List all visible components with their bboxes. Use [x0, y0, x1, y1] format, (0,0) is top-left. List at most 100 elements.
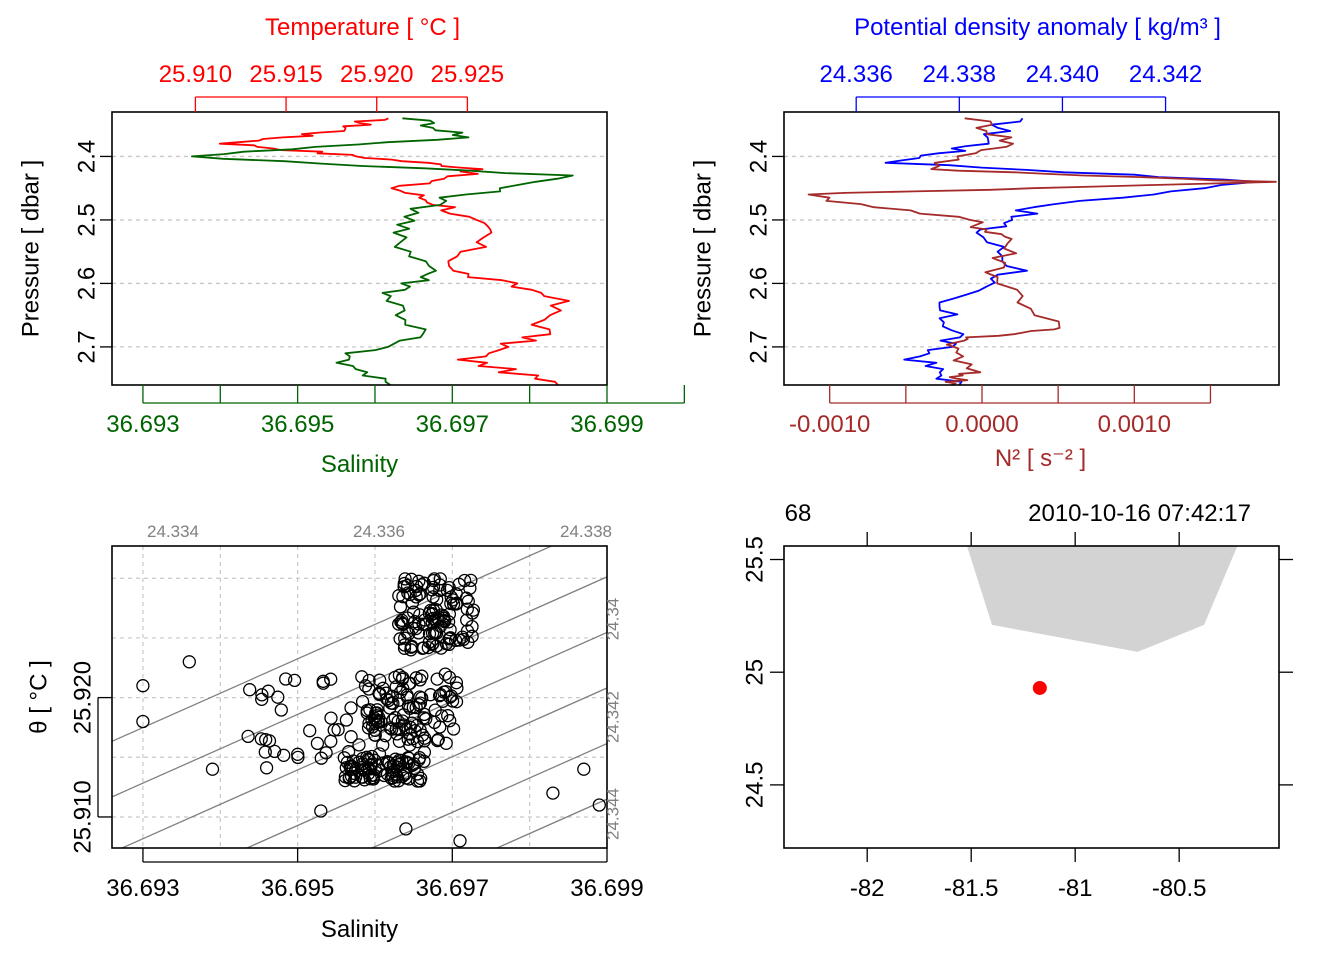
ts-point	[393, 685, 408, 699]
ts-point	[241, 729, 255, 744]
ts-iso-top-2: 24.338	[560, 522, 612, 541]
p2-series-1	[807, 117, 1277, 386]
ts-point	[415, 691, 429, 705]
ts-point	[380, 692, 394, 706]
ts-point	[406, 605, 421, 619]
ts-point	[459, 591, 474, 605]
ts-point	[546, 786, 560, 800]
ts-point	[426, 590, 440, 604]
ts-point	[324, 734, 338, 748]
ts-point	[449, 676, 464, 690]
ts-point	[422, 606, 436, 620]
ts-point	[393, 600, 408, 614]
ts-point	[136, 714, 150, 729]
ts-point	[262, 734, 277, 748]
ts-point	[444, 689, 458, 703]
map-x-tick-label-1: -81.5	[944, 875, 999, 902]
p1-bottom-label: Salinity	[321, 451, 398, 478]
p1-y-tick-label-3: 2.7	[73, 330, 100, 363]
p2-top-tick-label-2: 24.340	[1026, 61, 1099, 88]
ts-point	[395, 616, 409, 631]
ts-y-tick-label-0: 25.910	[69, 780, 96, 853]
ts-point	[362, 753, 376, 767]
ts-point	[261, 684, 275, 698]
p2-top-tick-label-1: 24.338	[923, 61, 996, 88]
ts-point	[303, 724, 317, 738]
ts-point	[383, 760, 398, 774]
ts-point	[417, 754, 431, 768]
ts-point	[360, 706, 374, 720]
ts-iso-top-0: 24.334	[147, 522, 199, 541]
ts-point	[344, 730, 358, 744]
ts-point	[452, 577, 466, 591]
map-y-tick-label-2: 25.5	[741, 536, 768, 583]
ts-point	[438, 667, 452, 681]
p1-series-1	[191, 117, 574, 386]
p1-y-tick-label-0: 2.4	[73, 140, 100, 173]
p1-top-tick-label-1: 25.915	[249, 61, 322, 88]
ts-point	[316, 674, 330, 688]
ts-point	[368, 728, 382, 742]
ts-point	[373, 673, 387, 687]
p1-top-label: Temperature [ °C ]	[265, 14, 460, 41]
ts-point	[376, 738, 390, 752]
ts-point	[385, 722, 399, 736]
ts-point	[437, 614, 452, 629]
ts-point	[427, 715, 442, 730]
ts-point	[388, 670, 402, 685]
ts-x-tick-label-2: 36.697	[416, 875, 489, 902]
ts-point	[453, 834, 467, 848]
p1-frame	[111, 111, 608, 386]
ts-x-tick-label-0: 36.693	[106, 875, 179, 902]
ts-point	[390, 770, 404, 784]
ts-point	[255, 688, 269, 702]
ts-point	[291, 747, 305, 761]
p1-bottom-tick-label-0: 36.693	[106, 411, 179, 438]
ts-point	[277, 748, 291, 762]
ts-point	[421, 640, 435, 655]
p2-bottom-tick-label-2: 0.0010	[1098, 411, 1171, 438]
ts-x-tick-label-3: 36.699	[570, 875, 643, 902]
ts-isopycnal-2	[120, 631, 607, 848]
ts-point	[415, 578, 429, 592]
map-x-tick-label-0: -82	[850, 875, 885, 902]
p1-top-tick-label-0: 25.910	[159, 61, 232, 88]
p1-bottom-tick-label-1: 36.695	[261, 411, 334, 438]
ts-point	[577, 762, 591, 776]
ts-point	[412, 574, 426, 588]
ts-point	[362, 673, 376, 688]
ts-point	[372, 747, 387, 761]
ts-point	[418, 613, 432, 627]
ts-point	[365, 749, 379, 764]
ts-point	[344, 769, 359, 783]
ts-point	[442, 607, 457, 621]
map-y-tick-label-1: 25	[741, 659, 768, 686]
land-polygon	[967, 546, 1238, 652]
ts-point	[461, 635, 475, 649]
ts-point	[433, 720, 447, 734]
ts-iso-top-1: 24.336	[353, 522, 405, 541]
ts-point	[331, 723, 345, 737]
ts-point	[397, 641, 412, 655]
ts-point	[422, 627, 437, 641]
ts-point	[417, 745, 432, 759]
ts-x-tick-label-1: 36.695	[261, 875, 334, 902]
ts-y-label: θ [ °C ]	[25, 660, 52, 734]
ts-point	[271, 690, 285, 704]
ts-point	[274, 703, 288, 717]
ts-point	[407, 761, 422, 776]
ts-point	[362, 682, 376, 696]
ts-point	[389, 722, 403, 736]
ts-iso-right-2: 24.344	[603, 788, 622, 840]
ts-point	[396, 708, 411, 722]
map-y-tick-label-0: 24.5	[741, 762, 768, 809]
p1-top-tick-label-2: 25.920	[340, 61, 413, 88]
ts-point	[388, 711, 402, 725]
map-date-label: 2010-10-16 07:42:17	[1028, 500, 1251, 527]
ts-point	[413, 696, 428, 710]
p2-top-label: Potential density anomaly [ kg/m³ ]	[854, 14, 1221, 41]
ts-iso-right-0: 24.34	[603, 598, 622, 641]
ts-point	[136, 679, 150, 693]
ts-point	[339, 713, 354, 727]
